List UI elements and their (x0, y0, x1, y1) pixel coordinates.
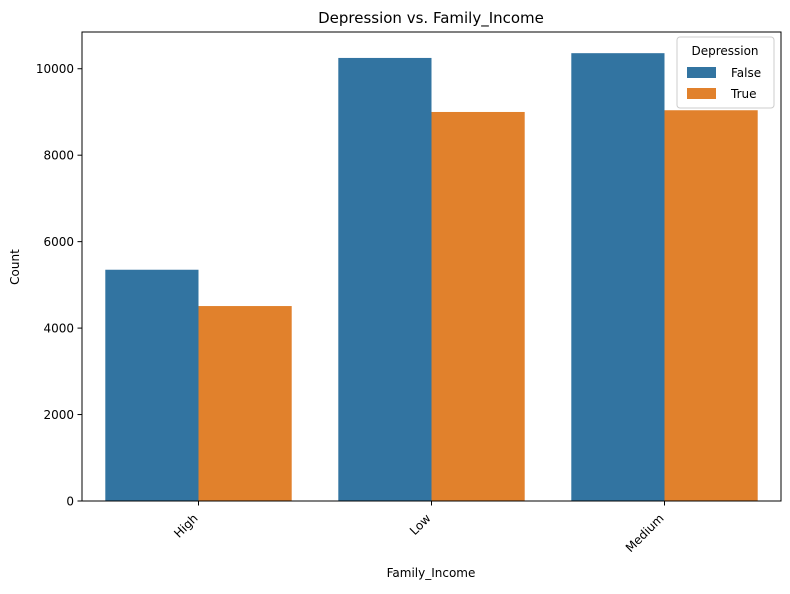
x-axis-label: Family_Income (387, 566, 476, 580)
y-tick-label-10000: 10000 (36, 62, 74, 76)
bar-medium-false (571, 53, 665, 502)
x-tick-label-medium: Medium (623, 511, 667, 555)
legend: Depression False True (676, 36, 775, 109)
plot-area (81, 31, 782, 502)
legend-items: False True (687, 66, 761, 101)
y-axis-label: Count (8, 249, 22, 285)
bar-high-false (105, 269, 199, 501)
y-tick-label-6000: 6000 (43, 235, 74, 249)
bar-medium-true (664, 110, 758, 502)
x-tick-label-low: Low (407, 511, 434, 538)
bar-low-false (338, 57, 432, 501)
x-axis: High Low Medium (171, 501, 667, 555)
legend-label-true: True (730, 87, 757, 101)
legend-label-false: False (731, 66, 761, 80)
legend-swatch-false (687, 67, 716, 78)
y-axis: 0 2000 4000 6000 8000 10000 (36, 62, 82, 508)
chart-title: Depression vs. Family_Income (318, 9, 544, 28)
legend-swatch-true (687, 88, 716, 99)
y-tick-label-8000: 8000 (43, 148, 74, 162)
x-tick-label-high: High (171, 511, 200, 540)
bar-low-true (431, 111, 525, 501)
bar-high-true (198, 306, 292, 501)
y-tick-label-4000: 4000 (43, 321, 74, 335)
y-tick-label-0: 0 (66, 494, 74, 508)
legend-title: Depression (691, 44, 758, 58)
y-tick-label-2000: 2000 (43, 408, 74, 422)
